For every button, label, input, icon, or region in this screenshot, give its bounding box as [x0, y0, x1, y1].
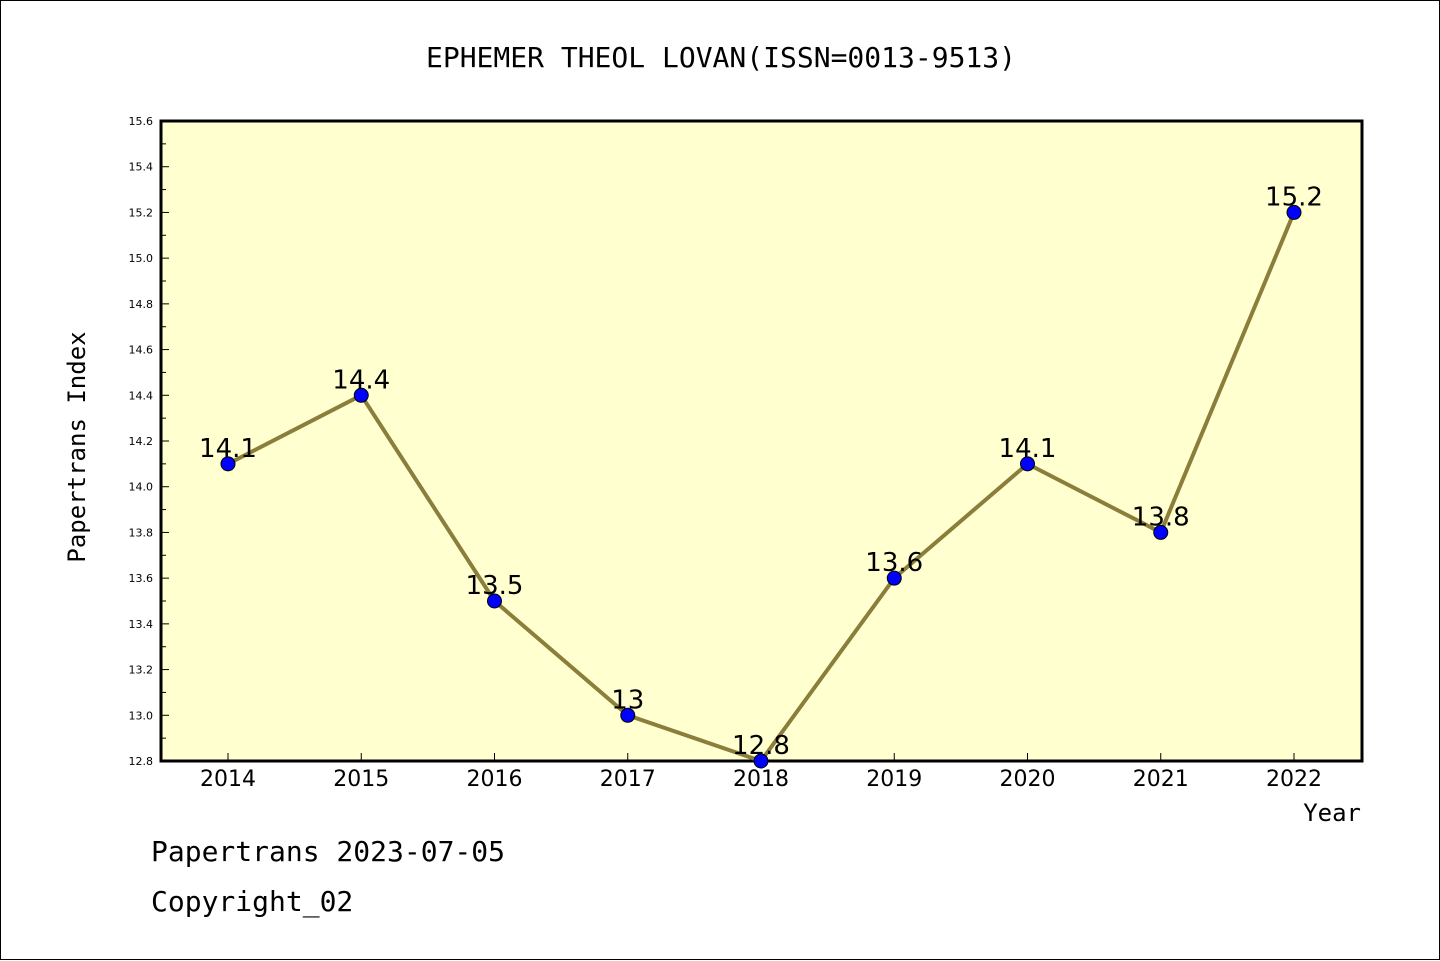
data-point [353, 387, 369, 403]
plot-area [159, 119, 1364, 763]
y-tick-label: 15.2 [129, 206, 154, 219]
data-label: 15.2 [1265, 182, 1323, 212]
data-point [1020, 456, 1035, 472]
y-axis: 12.8 13.0 13.2 13.4 13.6 13.8 14.0 14.2 14.4 14.6… [129, 115, 169, 768]
data-point [220, 456, 236, 472]
y-tick-label: 13.4 [129, 618, 154, 631]
data-point [620, 707, 636, 723]
data-point [886, 570, 902, 586]
y-tick-label: 12.8 [129, 755, 154, 768]
y-tick-label: 14.4 [129, 389, 154, 402]
x-axis: 2014 2015 2016 2017 2018 2019 2020 2021 2022 [200, 753, 1322, 792]
data-point [1153, 524, 1169, 540]
data-label: 12.8 [732, 731, 790, 761]
y-tick-label: 14.2 [129, 435, 154, 448]
chart-title: EPHEMER THEOL LOVAN(ISSN=0013-9513) [426, 41, 1016, 74]
x-tick-label: 2017 [600, 767, 656, 792]
series-line-group: 14.1 14.4 13.5 13 12.8 13.6 14.1 13.8 15.2 [199, 182, 1323, 769]
x-tick-label: 2021 [1133, 767, 1189, 792]
data-label: 14.1 [199, 434, 257, 464]
y-tick-label: 13.0 [129, 709, 154, 722]
x-tick-label: 2014 [200, 767, 256, 792]
footer-copyright: Copyright_02 [151, 885, 354, 918]
y-tick-label: 15.0 [129, 252, 154, 265]
y-tick-label: 13.6 [129, 572, 154, 585]
x-tick-label: 2016 [467, 767, 523, 792]
x-tick-label: 2022 [1266, 767, 1322, 792]
y-tick-label: 13.8 [129, 526, 154, 539]
data-point [487, 593, 502, 609]
data-label: 13.5 [466, 571, 524, 601]
x-tick-label: 2018 [733, 767, 789, 792]
y-tick-label: 15.6 [129, 115, 154, 128]
data-point [753, 753, 769, 769]
y-axis-label: Papertrans Index [63, 331, 91, 562]
data-point [1286, 204, 1302, 220]
y-tick-label: 14.6 [129, 344, 154, 357]
x-axis-label: Year [1303, 799, 1361, 827]
y-tick-label: 14.8 [129, 298, 154, 311]
footer-date: Papertrans 2023-07-05 [151, 835, 506, 868]
data-label: 14.4 [332, 365, 390, 395]
x-tick-label: 2015 [333, 767, 389, 792]
data-label: 13.6 [865, 548, 923, 578]
x-tick-label: 2020 [1000, 767, 1056, 792]
data-label: 13.8 [1132, 502, 1190, 532]
y-tick-label: 14.0 [129, 481, 154, 494]
data-label: 14.1 [999, 434, 1057, 464]
y-tick-label: 15.4 [129, 161, 154, 174]
x-tick-label: 2019 [866, 767, 922, 792]
data-label: 13 [611, 685, 644, 715]
y-tick-label: 13.2 [129, 664, 154, 677]
